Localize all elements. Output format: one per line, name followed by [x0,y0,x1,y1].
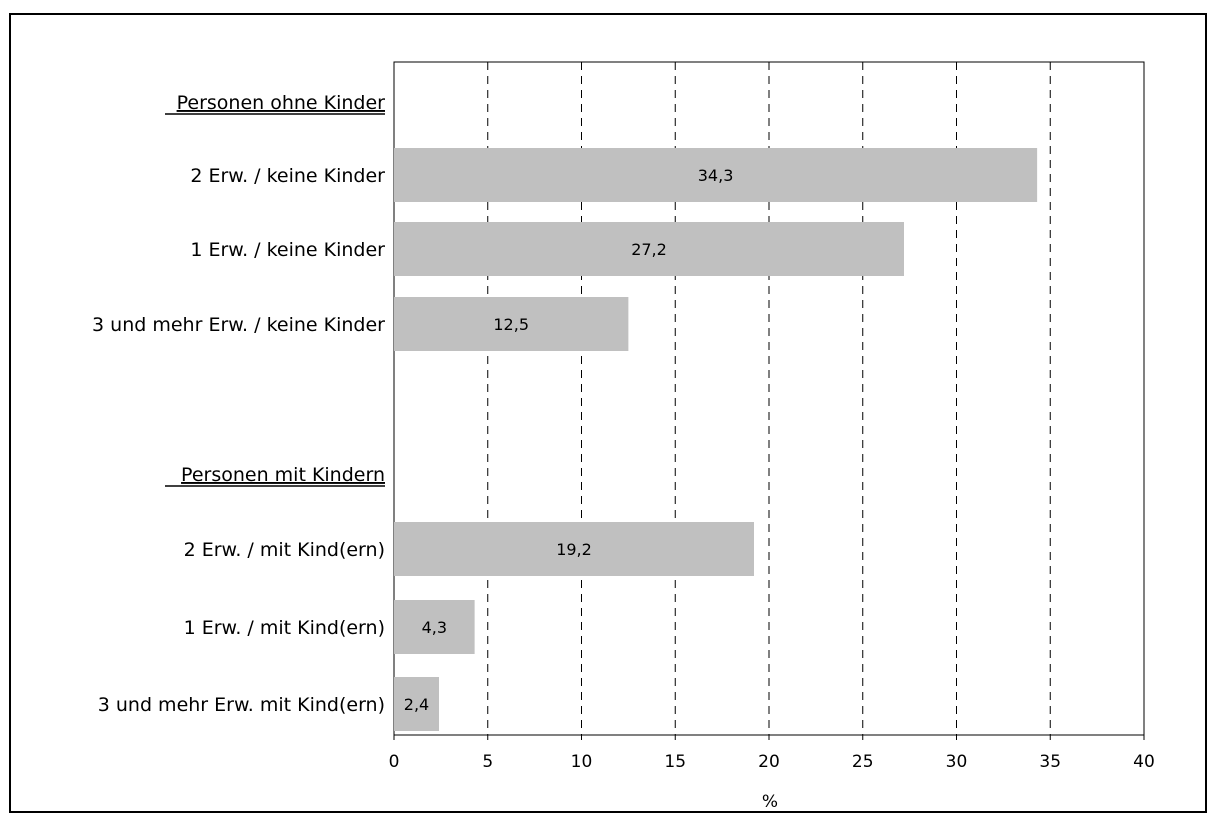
category-label: 2 Erw. / keine Kinder [190,165,385,187]
data-label: 12,5 [493,315,529,334]
x-axis-title: % [762,792,778,810]
x-tick-label: 30 [946,752,968,772]
data-label: 4,3 [422,618,447,637]
category-label: 1 Erw. / keine Kinder [190,239,385,261]
group-label: Personen ohne Kinder [177,92,386,114]
data-label: 27,2 [631,240,667,259]
bar [394,677,439,731]
x-tick-label: 5 [482,752,493,772]
category-label: 3 und mehr Erw. mit Kind(ern) [98,694,385,716]
x-tick-label: 25 [852,752,874,772]
x-tick-label: 35 [1039,752,1061,772]
category-label: 2 Erw. / mit Kind(ern) [184,539,385,561]
x-tick-label: 0 [389,752,400,772]
data-label: 34,3 [698,166,734,185]
data-label: 19,2 [556,540,592,559]
category-label: 3 und mehr Erw. / keine Kinder [92,314,385,336]
bar [394,222,904,276]
x-tick-label: 10 [571,752,593,772]
bar [394,600,475,654]
bar [394,148,1038,202]
bar [394,297,629,351]
category-label: 1 Erw. / mit Kind(ern) [184,617,385,639]
x-tick-label: 40 [1133,752,1155,772]
data-label: 2,4 [404,695,429,714]
x-tick-label: 15 [664,752,686,772]
group-label: Personen mit Kindern [181,464,385,486]
x-tick-label: 20 [758,752,780,772]
bar [394,522,754,576]
